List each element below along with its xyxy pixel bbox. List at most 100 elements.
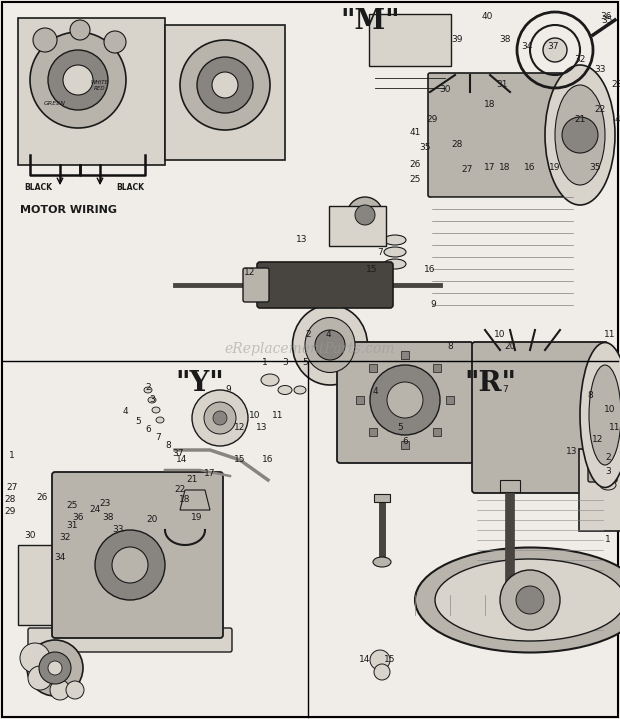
Text: 37: 37	[172, 449, 184, 457]
Text: MOTOR WIRING: MOTOR WIRING	[20, 205, 117, 215]
Bar	[433, 365, 441, 372]
Ellipse shape	[600, 480, 616, 490]
Text: 25: 25	[66, 500, 78, 510]
Text: 3: 3	[149, 395, 155, 405]
Text: 11: 11	[604, 330, 616, 339]
Text: 29: 29	[427, 115, 438, 124]
Text: 29: 29	[4, 508, 16, 516]
Text: 28: 28	[451, 140, 463, 149]
Circle shape	[48, 661, 62, 675]
Text: 40: 40	[481, 12, 493, 21]
Bar	[369, 365, 377, 372]
Text: 25: 25	[409, 175, 421, 184]
Text: 5: 5	[135, 418, 141, 426]
Text: 15: 15	[384, 656, 396, 664]
Text: 23: 23	[99, 498, 111, 508]
Bar	[374, 494, 390, 502]
Text: 12: 12	[592, 436, 604, 444]
Circle shape	[192, 390, 248, 446]
Text: 33: 33	[594, 65, 606, 74]
Text: 24: 24	[89, 505, 100, 515]
FancyBboxPatch shape	[369, 14, 451, 66]
Circle shape	[204, 402, 236, 434]
FancyBboxPatch shape	[243, 268, 269, 302]
Ellipse shape	[156, 417, 164, 423]
Circle shape	[30, 32, 126, 128]
Text: 36: 36	[601, 12, 612, 21]
Polygon shape	[180, 490, 210, 510]
Text: 18: 18	[179, 495, 191, 505]
Text: 30: 30	[439, 85, 451, 94]
Text: GREEN: GREEN	[44, 101, 66, 106]
Ellipse shape	[384, 247, 406, 257]
Circle shape	[347, 197, 383, 233]
Text: 10: 10	[604, 406, 616, 414]
Text: 28: 28	[4, 495, 16, 505]
Ellipse shape	[373, 557, 391, 567]
Text: 4: 4	[325, 330, 331, 339]
Text: 6: 6	[145, 426, 151, 434]
Text: "R": "R"	[464, 370, 516, 397]
Circle shape	[180, 40, 270, 130]
Text: "M": "M"	[340, 8, 400, 35]
Text: BLACK: BLACK	[24, 183, 52, 192]
Text: 23: 23	[611, 80, 620, 89]
Text: 6: 6	[402, 437, 408, 446]
Text: 37: 37	[547, 42, 559, 51]
Text: 17: 17	[484, 163, 496, 172]
Text: BLACK: BLACK	[116, 183, 144, 192]
Text: 5: 5	[397, 423, 403, 433]
Text: 34: 34	[521, 42, 533, 51]
Text: 16: 16	[525, 163, 536, 172]
Text: 19: 19	[549, 163, 560, 172]
Text: 7: 7	[377, 248, 383, 257]
Text: 2: 2	[305, 330, 311, 339]
Bar	[433, 428, 441, 436]
Text: 18: 18	[499, 163, 511, 172]
Text: 31: 31	[66, 521, 78, 529]
Text: 26: 26	[409, 160, 421, 169]
Text: WHITE
RED: WHITE RED	[91, 81, 109, 91]
Circle shape	[33, 28, 57, 52]
Text: 13: 13	[256, 423, 268, 433]
FancyBboxPatch shape	[472, 342, 608, 493]
Text: 30: 30	[24, 531, 36, 539]
Text: 5: 5	[302, 358, 308, 367]
Circle shape	[20, 643, 50, 673]
Text: 31: 31	[496, 80, 508, 89]
Circle shape	[66, 681, 84, 699]
Text: 10: 10	[249, 411, 261, 419]
Circle shape	[104, 31, 126, 53]
Text: 3: 3	[282, 358, 288, 367]
Text: 35: 35	[419, 143, 431, 152]
Ellipse shape	[294, 386, 306, 394]
Text: 11: 11	[272, 411, 284, 419]
Text: 22: 22	[595, 105, 606, 114]
Text: 34: 34	[55, 554, 66, 562]
Ellipse shape	[545, 65, 615, 205]
Text: 12: 12	[244, 268, 255, 277]
Circle shape	[516, 586, 544, 614]
FancyBboxPatch shape	[337, 342, 473, 463]
Polygon shape	[165, 25, 285, 160]
Text: 14: 14	[360, 656, 371, 664]
Circle shape	[370, 650, 390, 670]
Text: "Y": "Y"	[175, 370, 224, 397]
Bar	[356, 396, 364, 404]
Text: 4: 4	[614, 115, 620, 124]
Ellipse shape	[600, 440, 616, 450]
Text: 21: 21	[187, 475, 198, 485]
Circle shape	[355, 205, 375, 225]
Text: 2: 2	[605, 454, 611, 462]
Text: 20: 20	[146, 516, 157, 524]
Text: 8: 8	[587, 390, 593, 400]
Text: 9: 9	[225, 385, 231, 395]
Text: 11: 11	[609, 423, 620, 433]
Circle shape	[63, 65, 93, 95]
Text: 17: 17	[204, 470, 216, 479]
Bar	[401, 441, 409, 449]
Circle shape	[297, 287, 313, 303]
Text: 27: 27	[6, 483, 18, 493]
Text: 20: 20	[504, 342, 516, 351]
Polygon shape	[18, 18, 165, 165]
